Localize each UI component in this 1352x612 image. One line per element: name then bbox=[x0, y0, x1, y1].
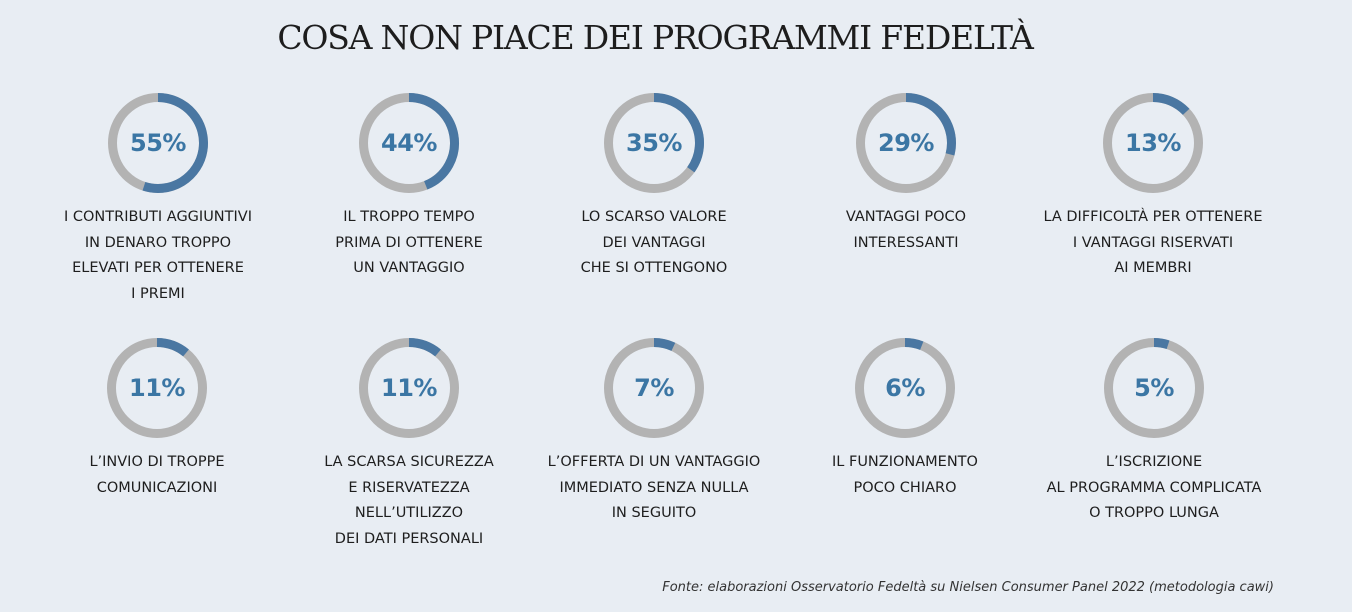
item-label: L’ISCRIZIONE AL PROGRAMMA COMPLICATA O T… bbox=[1046, 454, 1262, 521]
donut-value-arc bbox=[904, 338, 924, 350]
item-label: LO SCARSO VALORE DEI VANTAGGI CHE SI OTT… bbox=[580, 209, 728, 276]
donut-chart: 11% bbox=[354, 333, 464, 443]
donut-value-arc bbox=[408, 338, 441, 357]
percent-label: 5% bbox=[1134, 374, 1174, 402]
donut-chart: 7% bbox=[599, 333, 709, 443]
percent-label: 29% bbox=[878, 129, 934, 157]
item-label: IL TROPPO TEMPO PRIMA DI OTTENERE UN VAN… bbox=[335, 209, 483, 276]
percent-label: 13% bbox=[1125, 129, 1181, 157]
donut-value-arc bbox=[408, 93, 459, 190]
donut-value-arc bbox=[156, 338, 189, 357]
donut-value-arc bbox=[142, 93, 208, 193]
item-label: I CONTRIBUTI AGGIUNTIVI IN DENARO TROPPO… bbox=[64, 209, 252, 302]
percent-label: 44% bbox=[381, 129, 437, 157]
donut-value-arc bbox=[653, 338, 676, 351]
percent-label: 55% bbox=[130, 129, 186, 157]
donut-chart: 5% bbox=[1099, 333, 1209, 443]
donut-chart: 44% bbox=[354, 88, 464, 198]
donut-chart: 35% bbox=[599, 88, 709, 198]
percent-label: 6% bbox=[885, 374, 925, 402]
item-label: IL FUNZIONAMENTO POCO CHIARO bbox=[832, 454, 978, 496]
donut-value-arc bbox=[653, 93, 704, 173]
donut-value-arc bbox=[905, 93, 956, 156]
donut-chart: 55% bbox=[103, 88, 213, 198]
donut-chart: 11% bbox=[102, 333, 212, 443]
percent-label: 11% bbox=[129, 374, 185, 402]
donut-chart: 6% bbox=[850, 333, 960, 443]
item-label: LA SCARSA SICUREZZA E RISERVATEZZA NELL’… bbox=[324, 454, 494, 547]
percent-label: 35% bbox=[626, 129, 682, 157]
percent-label: 11% bbox=[381, 374, 437, 402]
source-note: Fonte: elaborazioni Osservatorio Fedeltà… bbox=[662, 580, 1274, 595]
donut-value-arc bbox=[1152, 93, 1190, 116]
donut-value-arc bbox=[1153, 338, 1170, 350]
item-label: L’OFFERTA DI UN VANTAGGIO IMMEDIATO SENZ… bbox=[547, 454, 761, 521]
donut-chart: 13% bbox=[1098, 88, 1208, 198]
item-label: L’INVIO DI TROPPE COMUNICAZIONI bbox=[89, 454, 225, 496]
item-label: LA DIFFICOLTÀ PER OTTENERE I VANTAGGI RI… bbox=[1043, 209, 1263, 276]
chart-title: COSA NON PIACE DEI PROGRAMMI FEDELTÀ bbox=[277, 18, 1034, 57]
item-label: VANTAGGI POCO INTERESSANTI bbox=[845, 209, 967, 251]
percent-label: 7% bbox=[634, 374, 674, 402]
donut-chart: 29% bbox=[851, 88, 961, 198]
